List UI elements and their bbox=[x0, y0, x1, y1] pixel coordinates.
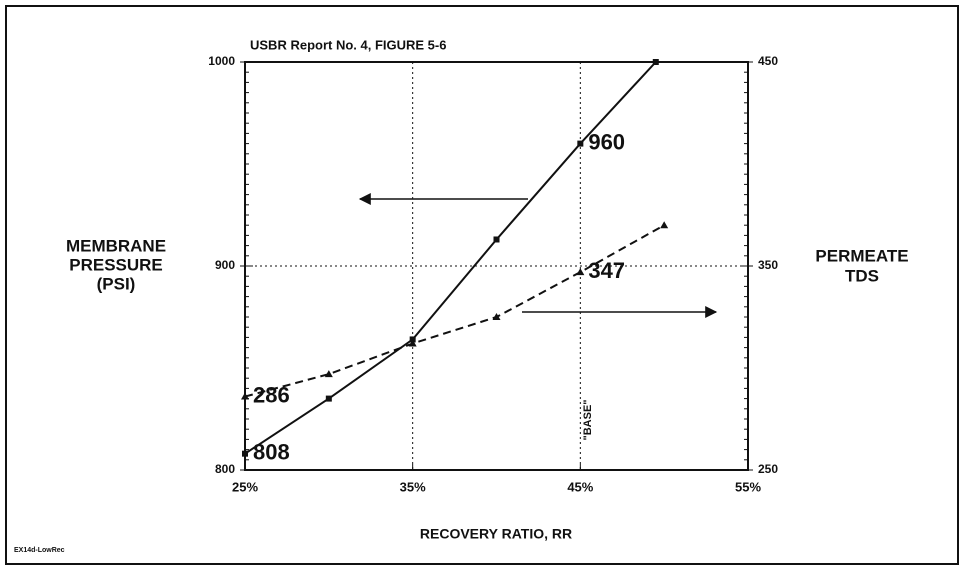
y-tick-label: 900 bbox=[215, 258, 235, 272]
series-line bbox=[244, 61, 657, 455]
series-line bbox=[244, 224, 665, 398]
x-tick-label: 55% bbox=[735, 479, 761, 494]
x-axis-label: RECOVERY RATIO, RR bbox=[420, 526, 572, 542]
data-label: 808 bbox=[253, 439, 290, 464]
y-axis-label: (PSI) bbox=[97, 274, 136, 293]
annotation: "BASE" bbox=[582, 400, 594, 441]
y2-tick-label: 250 bbox=[758, 462, 778, 476]
marker bbox=[492, 313, 501, 320]
footer: EX14d-LowRec bbox=[14, 547, 65, 554]
y-tick-label: 1000 bbox=[208, 54, 235, 68]
marker bbox=[324, 370, 333, 378]
marker bbox=[241, 392, 249, 400]
y2-tick-label: 350 bbox=[758, 258, 778, 272]
x-tick-label: 45% bbox=[567, 479, 593, 494]
y-tick-label: 800 bbox=[215, 462, 235, 476]
marker bbox=[652, 59, 659, 65]
chart-title: USBR Report No. 4, FIGURE 5-6 bbox=[250, 37, 446, 52]
marker bbox=[577, 140, 584, 147]
y-axis-label: MEMBRANE bbox=[66, 236, 166, 255]
frame bbox=[5, 5, 959, 565]
data-label: 286 bbox=[253, 382, 290, 407]
marker bbox=[576, 268, 585, 276]
y2-tick-label: 450 bbox=[758, 54, 778, 68]
marker bbox=[242, 450, 248, 457]
marker bbox=[660, 221, 669, 229]
data-label: 960 bbox=[588, 129, 625, 154]
data-label: 347 bbox=[588, 258, 625, 283]
marker bbox=[325, 395, 332, 402]
y2-axis-label: TDS bbox=[845, 266, 879, 285]
marker bbox=[409, 336, 416, 343]
x-tick-label: 25% bbox=[232, 479, 258, 494]
y-axis-label: PRESSURE bbox=[69, 255, 163, 274]
x-tick-label: 35% bbox=[400, 479, 426, 494]
marker bbox=[493, 236, 500, 243]
y2-axis-label: PERMEATE bbox=[815, 246, 908, 265]
marker bbox=[408, 339, 417, 347]
